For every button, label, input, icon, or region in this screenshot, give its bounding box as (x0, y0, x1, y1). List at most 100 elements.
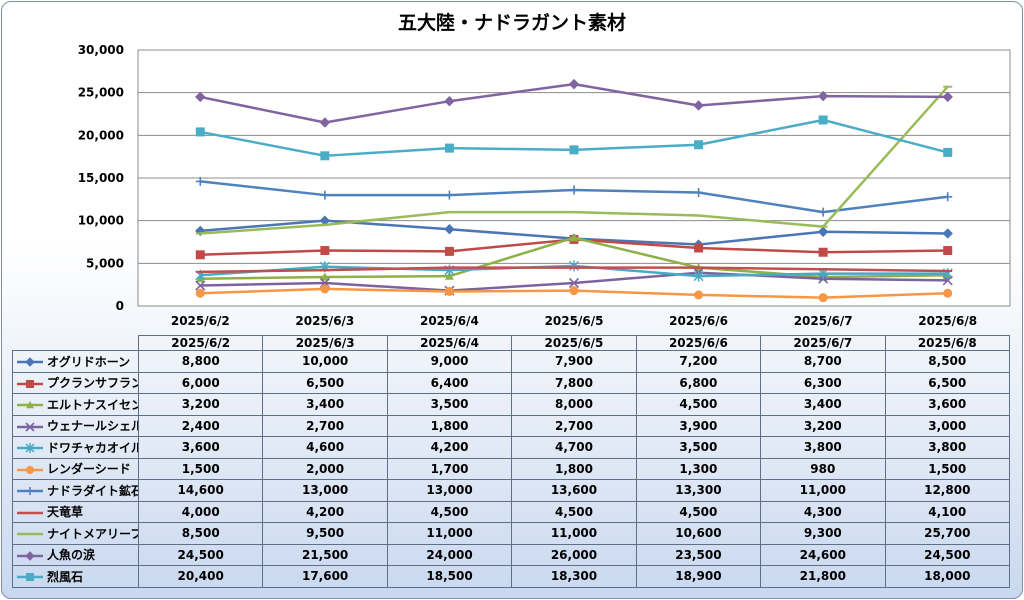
table-cell: 8,500 (137, 522, 264, 545)
table-cell: 3,400 (760, 393, 886, 416)
table-cell: 6,800 (635, 371, 762, 394)
y-tick-label: 25,000 (78, 86, 124, 100)
table-cell: 1,700 (386, 457, 513, 480)
data-point-marker (817, 90, 829, 102)
data-point-marker (319, 117, 331, 128)
table-header-date: 2025/6/5 (511, 335, 637, 351)
x-tick-label: 2025/6/3 (295, 314, 354, 328)
data-point-marker (444, 271, 454, 280)
data-point-marker (694, 290, 704, 300)
series-legend-cell: 烈風石 (12, 565, 139, 588)
table-cell: 18,500 (386, 565, 513, 588)
data-point-marker (195, 250, 205, 260)
table-cell: 4,600 (262, 436, 388, 459)
table-cell: 1,800 (511, 457, 637, 480)
table-cell: 3,900 (635, 414, 762, 437)
data-point-marker (694, 243, 704, 253)
data-point-marker (444, 223, 455, 235)
data-point-marker (26, 573, 34, 582)
y-tick-label: 30,000 (78, 43, 124, 57)
table-cell: 3,200 (137, 393, 264, 416)
data-point-marker (818, 207, 828, 217)
legend-swatch (17, 401, 43, 409)
data-point-marker (943, 288, 953, 298)
y-tick-label: 15,000 (78, 171, 124, 185)
data-point-marker (320, 246, 330, 256)
table-cell: 12,800 (884, 479, 1011, 502)
x-tick-label: 2025/6/7 (794, 314, 853, 328)
table-row: 天竜草 4,000 4,200 4,500 4,500 4,500 4,300 4,100 (12, 500, 1011, 523)
data-point-marker (195, 127, 205, 137)
data-point-marker (817, 226, 829, 237)
table-cell: 7,900 (511, 350, 637, 373)
table-cell: 1,300 (635, 457, 762, 480)
table-cell: 20,400 (137, 565, 264, 588)
data-point-marker (568, 78, 580, 90)
table-corner (12, 335, 139, 351)
series-legend-cell: 天竜草 (12, 500, 139, 523)
table-cell: 6,300 (760, 371, 886, 394)
data-point-marker (195, 288, 205, 298)
legend-swatch (17, 533, 43, 536)
series-legend-cell: ナドラダイト鉱石 (12, 479, 139, 502)
table-cell: 13,300 (635, 479, 762, 502)
data-point-marker (569, 145, 579, 155)
data-point-marker (694, 188, 704, 198)
table-cell: 3,400 (262, 393, 388, 416)
table-row: ナイトメアリーフ 8,500 9,500 11,000 11,000 10,600 9,30… (12, 522, 1011, 545)
table-cell: 7,200 (635, 350, 762, 373)
table-cell: 4,500 (635, 393, 762, 416)
table-cell: 6,500 (884, 371, 1011, 394)
table-cell: 3,500 (635, 436, 762, 459)
data-point-marker (818, 115, 828, 125)
table-cell: 9,300 (760, 522, 886, 545)
table-cell: 6,500 (262, 371, 388, 394)
data-point-marker (25, 422, 35, 432)
table-cell: 13,000 (262, 479, 388, 502)
series-name: 烈風石 (47, 569, 84, 584)
table-cell: 980 (760, 457, 886, 480)
table-cell: 3,600 (884, 393, 1011, 416)
data-point-marker (694, 140, 704, 150)
table-cell: 3,800 (884, 436, 1011, 459)
data-point-marker (568, 277, 580, 289)
table-header-date: 2025/6/3 (262, 335, 388, 351)
series-name: エルトナスイセン (47, 397, 139, 412)
table-header-date: 2025/6/4 (386, 335, 513, 351)
data-point-marker (26, 465, 34, 474)
data-point-marker (693, 100, 704, 111)
series-legend-cell: ナイトメアリーフ (12, 522, 139, 545)
table-cell: 8,700 (760, 350, 886, 373)
y-tick-label: 20,000 (78, 128, 124, 142)
series-name: プクランサフラン (47, 376, 139, 391)
table-cell: 4,200 (386, 436, 513, 459)
data-point-marker (26, 487, 34, 496)
data-point-marker (568, 260, 580, 272)
x-tick-label: 2025/6/2 (171, 314, 230, 328)
table-header-date: 2025/6/7 (760, 335, 886, 351)
table-cell: 21,800 (760, 565, 886, 588)
table-cell: 1,500 (137, 457, 264, 480)
table-cell: 2,700 (511, 414, 637, 437)
table-cell: 1,800 (386, 414, 513, 437)
data-point-marker (942, 228, 953, 239)
series-name: 天竜草 (47, 505, 84, 520)
table-cell: 8,000 (511, 393, 637, 416)
table-cell: 4,200 (262, 500, 388, 523)
data-point-marker (25, 443, 35, 454)
table-row: エルトナスイセン 3,200 3,400 3,500 8,000 4,500 3,400 3,… (12, 393, 1011, 416)
table-row: プクランサフラン 6,000 6,500 6,400 7,800 6,800 6,300 6,… (12, 371, 1011, 394)
data-point-marker (195, 176, 205, 186)
table-cell: 4,500 (386, 500, 513, 523)
series-legend-cell: レンダーシード (12, 457, 139, 480)
y-tick-label: 10,000 (78, 214, 124, 228)
data-point-marker (943, 192, 953, 202)
table-cell: 18,300 (511, 565, 637, 588)
line-chart: 0 5,000 10,000 15,000 20,000 25,000 30,000 202… (78, 43, 1011, 328)
table-cell: 18,000 (884, 565, 1011, 588)
x-tick-label: 2025/6/8 (918, 314, 977, 328)
table-cell: 24,600 (760, 543, 886, 566)
legend-swatch (17, 379, 43, 388)
data-point-marker (195, 280, 206, 291)
table-cell: 3,500 (386, 393, 513, 416)
